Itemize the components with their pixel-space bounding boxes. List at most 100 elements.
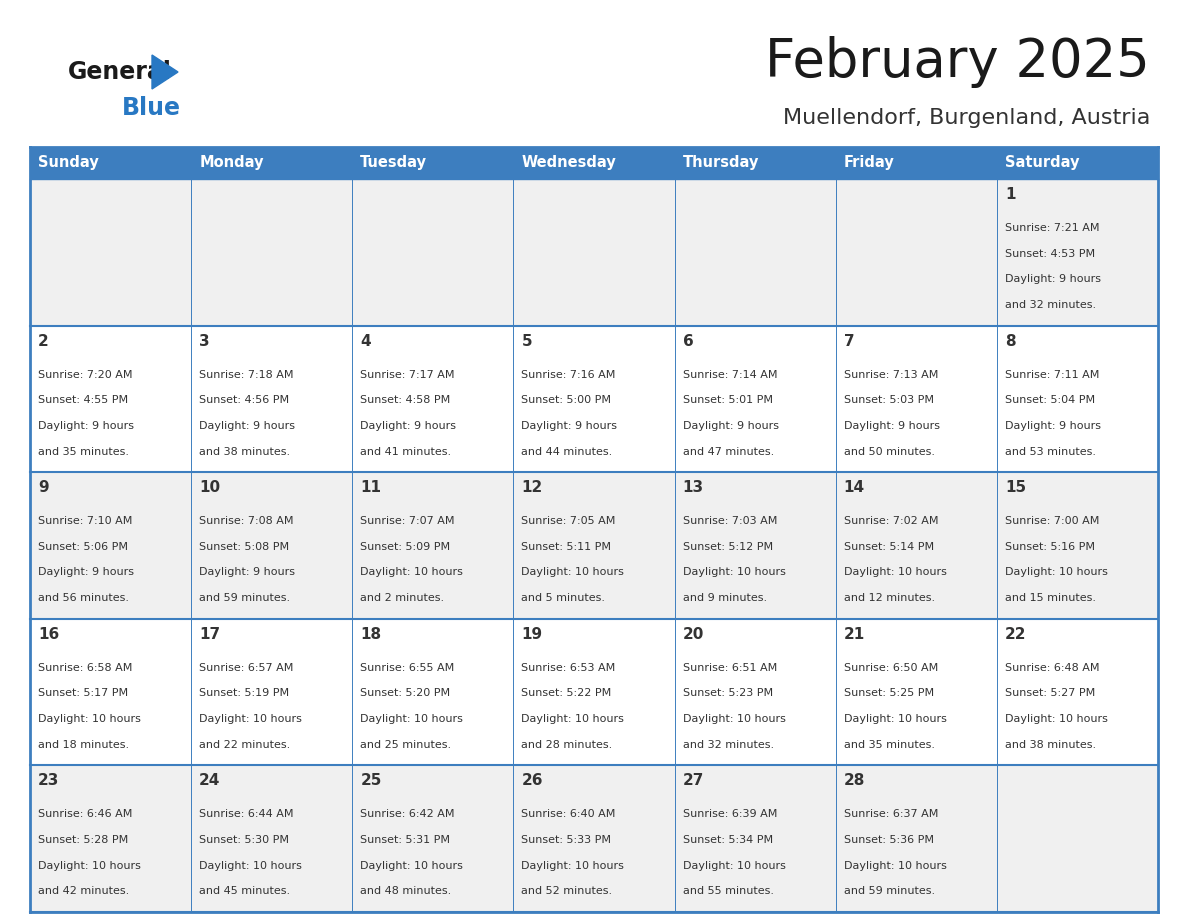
Text: Daylight: 10 hours: Daylight: 10 hours: [200, 861, 302, 870]
Text: Daylight: 10 hours: Daylight: 10 hours: [843, 861, 947, 870]
Bar: [675, 179, 835, 326]
Text: Sunset: 4:56 PM: Sunset: 4:56 PM: [200, 396, 289, 405]
Text: Sunrise: 7:17 AM: Sunrise: 7:17 AM: [360, 370, 455, 379]
Text: Muellendorf, Burgenland, Austria: Muellendorf, Burgenland, Austria: [783, 108, 1150, 128]
Text: Sunset: 5:23 PM: Sunset: 5:23 PM: [683, 688, 772, 699]
Text: Sunrise: 6:53 AM: Sunrise: 6:53 AM: [522, 663, 615, 673]
Bar: [513, 147, 675, 179]
Bar: [30, 619, 191, 766]
Bar: [353, 472, 513, 619]
Bar: [835, 619, 997, 766]
Text: Daylight: 10 hours: Daylight: 10 hours: [1005, 567, 1107, 577]
Bar: [835, 179, 997, 326]
Bar: [675, 766, 835, 912]
Text: 8: 8: [1005, 333, 1016, 349]
Text: Sunrise: 7:00 AM: Sunrise: 7:00 AM: [1005, 516, 1099, 526]
Text: 21: 21: [843, 627, 865, 642]
Bar: [191, 326, 353, 472]
Text: Sunrise: 6:58 AM: Sunrise: 6:58 AM: [38, 663, 132, 673]
Text: Sunrise: 7:03 AM: Sunrise: 7:03 AM: [683, 516, 777, 526]
Text: Sunset: 5:31 PM: Sunset: 5:31 PM: [360, 835, 450, 845]
Bar: [675, 619, 835, 766]
Bar: [997, 326, 1158, 472]
Text: General: General: [68, 60, 172, 84]
Text: 27: 27: [683, 773, 704, 789]
Text: Sunrise: 6:48 AM: Sunrise: 6:48 AM: [1005, 663, 1099, 673]
Bar: [513, 619, 675, 766]
Bar: [675, 326, 835, 472]
Bar: [353, 619, 513, 766]
Bar: [353, 179, 513, 326]
Text: Daylight: 10 hours: Daylight: 10 hours: [522, 567, 625, 577]
Bar: [30, 147, 191, 179]
Text: Sunset: 5:33 PM: Sunset: 5:33 PM: [522, 835, 612, 845]
Text: and 56 minutes.: and 56 minutes.: [38, 593, 129, 603]
Text: Sunrise: 6:57 AM: Sunrise: 6:57 AM: [200, 663, 293, 673]
Text: 12: 12: [522, 480, 543, 495]
Text: February 2025: February 2025: [765, 36, 1150, 88]
Text: 18: 18: [360, 627, 381, 642]
Text: Sunrise: 6:39 AM: Sunrise: 6:39 AM: [683, 810, 777, 820]
Text: and 48 minutes.: and 48 minutes.: [360, 887, 451, 896]
Text: and 38 minutes.: and 38 minutes.: [200, 446, 290, 456]
Text: Sunrise: 7:11 AM: Sunrise: 7:11 AM: [1005, 370, 1099, 379]
Text: 16: 16: [38, 627, 59, 642]
Text: Sunrise: 6:40 AM: Sunrise: 6:40 AM: [522, 810, 615, 820]
Text: Daylight: 10 hours: Daylight: 10 hours: [1005, 714, 1107, 724]
Text: Sunset: 5:00 PM: Sunset: 5:00 PM: [522, 396, 612, 405]
Text: Sunset: 5:28 PM: Sunset: 5:28 PM: [38, 835, 128, 845]
Text: Sunset: 5:09 PM: Sunset: 5:09 PM: [360, 542, 450, 552]
Text: 11: 11: [360, 480, 381, 495]
Bar: [30, 766, 191, 912]
Text: Daylight: 10 hours: Daylight: 10 hours: [843, 714, 947, 724]
Text: and 9 minutes.: and 9 minutes.: [683, 593, 766, 603]
Text: Sunrise: 7:16 AM: Sunrise: 7:16 AM: [522, 370, 615, 379]
Text: Daylight: 9 hours: Daylight: 9 hours: [1005, 420, 1101, 431]
Text: Daylight: 9 hours: Daylight: 9 hours: [360, 420, 456, 431]
Bar: [997, 619, 1158, 766]
Text: Friday: Friday: [843, 155, 895, 171]
Bar: [191, 147, 353, 179]
Bar: [997, 766, 1158, 912]
Text: Daylight: 10 hours: Daylight: 10 hours: [522, 714, 625, 724]
Text: and 55 minutes.: and 55 minutes.: [683, 887, 773, 896]
Text: Daylight: 10 hours: Daylight: 10 hours: [200, 714, 302, 724]
Text: Sunrise: 7:05 AM: Sunrise: 7:05 AM: [522, 516, 615, 526]
Text: Daylight: 9 hours: Daylight: 9 hours: [38, 420, 134, 431]
Text: and 32 minutes.: and 32 minutes.: [1005, 300, 1097, 310]
Text: Daylight: 10 hours: Daylight: 10 hours: [38, 714, 141, 724]
Text: Sunrise: 6:42 AM: Sunrise: 6:42 AM: [360, 810, 455, 820]
Text: Tuesday: Tuesday: [360, 155, 428, 171]
Text: Sunset: 4:58 PM: Sunset: 4:58 PM: [360, 396, 450, 405]
Text: Sunset: 5:22 PM: Sunset: 5:22 PM: [522, 688, 612, 699]
Text: 22: 22: [1005, 627, 1026, 642]
Bar: [997, 147, 1158, 179]
Text: 26: 26: [522, 773, 543, 789]
Text: 3: 3: [200, 333, 210, 349]
Text: and 18 minutes.: and 18 minutes.: [38, 740, 129, 750]
Text: Daylight: 9 hours: Daylight: 9 hours: [522, 420, 618, 431]
Text: Sunrise: 6:44 AM: Sunrise: 6:44 AM: [200, 810, 293, 820]
Text: Sunrise: 6:50 AM: Sunrise: 6:50 AM: [843, 663, 939, 673]
Text: Sunset: 5:14 PM: Sunset: 5:14 PM: [843, 542, 934, 552]
Text: and 47 minutes.: and 47 minutes.: [683, 446, 773, 456]
Text: Daylight: 9 hours: Daylight: 9 hours: [1005, 274, 1101, 285]
Text: Sunset: 5:12 PM: Sunset: 5:12 PM: [683, 542, 772, 552]
Text: Sunset: 4:53 PM: Sunset: 4:53 PM: [1005, 249, 1095, 259]
Text: Sunrise: 7:10 AM: Sunrise: 7:10 AM: [38, 516, 132, 526]
Text: Sunrise: 7:20 AM: Sunrise: 7:20 AM: [38, 370, 133, 379]
Text: and 45 minutes.: and 45 minutes.: [200, 887, 290, 896]
Text: Sunset: 5:36 PM: Sunset: 5:36 PM: [843, 835, 934, 845]
Text: and 38 minutes.: and 38 minutes.: [1005, 740, 1097, 750]
Bar: [353, 326, 513, 472]
Text: 1: 1: [1005, 187, 1016, 202]
Text: Sunrise: 7:02 AM: Sunrise: 7:02 AM: [843, 516, 939, 526]
Text: 25: 25: [360, 773, 381, 789]
Bar: [835, 326, 997, 472]
Text: Sunrise: 7:21 AM: Sunrise: 7:21 AM: [1005, 223, 1099, 233]
Text: Daylight: 10 hours: Daylight: 10 hours: [683, 714, 785, 724]
Text: 5: 5: [522, 333, 532, 349]
Text: Daylight: 10 hours: Daylight: 10 hours: [38, 861, 141, 870]
Text: Sunrise: 7:14 AM: Sunrise: 7:14 AM: [683, 370, 777, 379]
Polygon shape: [152, 55, 178, 89]
